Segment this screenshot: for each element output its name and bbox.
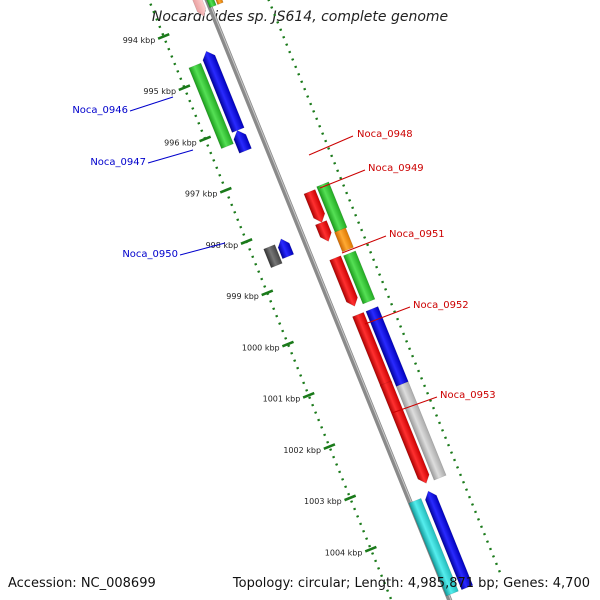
gene-label-leader — [129, 96, 174, 112]
gene-label-noca-0949[interactable]: Noca_0949 — [368, 163, 424, 174]
gene-label-leader — [179, 242, 226, 256]
major-tick — [240, 238, 253, 245]
major-tick — [302, 391, 315, 399]
major-tick — [219, 186, 232, 194]
cds-arrow-bottom[interactable] — [408, 497, 459, 597]
gene-labels: Noca_0946 Noca_0947 Noca_0948 Noca_0949 Noca… — [72, 96, 496, 414]
right-ring-guide — [252, 0, 502, 575]
accession-text: Accession: NC_008699 — [8, 576, 156, 591]
gene-arrow-noca0951[interactable] — [329, 255, 361, 309]
gene-arrow-noca0953[interactable] — [379, 380, 432, 486]
genome-summary: Topology: circular; Length: 4,985,871 bp… — [232, 576, 590, 591]
gene-label-leader — [341, 235, 387, 254]
cds-arrow-noca0951[interactable] — [343, 250, 376, 305]
gene-arrow-noca0949[interactable] — [314, 220, 334, 244]
gene-arrow-partial[interactable] — [186, 0, 208, 18]
cds-arrow-partial[interactable] — [198, 0, 217, 9]
tick-label: 996 kbp — [164, 138, 197, 147]
tick-label: 1004 kbp — [325, 549, 363, 558]
tick-label: 994 kbp — [123, 36, 156, 45]
gene-arrows — [186, 0, 474, 597]
tick-label: 1001 kbp — [263, 395, 301, 404]
major-tick — [344, 494, 357, 502]
major-tick — [178, 84, 191, 92]
major-tick — [364, 545, 377, 553]
gene-label-noca-0950[interactable]: Noca_0950 — [122, 249, 178, 260]
major-tick — [199, 135, 212, 143]
ticks-frame: 994 kbp 995 kbp 996 kbp 997 kbp 998 kbp 999 k… — [123, 32, 377, 558]
major-tick — [261, 289, 274, 297]
gene-arrow-bottom[interactable] — [423, 489, 474, 591]
gene-arrow-noca0950b[interactable] — [263, 244, 283, 269]
ruler-ticks: 994 kbp 995 kbp 996 kbp 997 kbp 998 kbp 999 k… — [123, 32, 377, 558]
major-tick — [157, 32, 170, 40]
cds-arrow-noca0953[interactable] — [395, 381, 447, 481]
tick-label: 1003 kbp — [304, 497, 342, 506]
major-tick — [281, 340, 295, 348]
gene-label-leader — [319, 169, 366, 189]
cds-arrow-noca0949[interactable] — [334, 227, 354, 253]
gene-label-noca-0946[interactable]: Noca_0946 — [72, 105, 128, 116]
left-ring-guide — [149, 3, 399, 600]
gene-label-noca-0952[interactable]: Noca_0952 — [413, 300, 469, 311]
cds-arrow-noca0946[interactable] — [188, 62, 234, 150]
tick-label: 995 kbp — [143, 87, 176, 96]
map-title: Nocardioides sp. JS614, complete genome — [151, 9, 449, 25]
gene-arrow-noca0947[interactable] — [231, 128, 252, 154]
gene-label-noca-0951[interactable]: Noca_0951 — [389, 229, 445, 240]
gene-arrow-noca0946[interactable] — [200, 49, 245, 133]
gene-label-leader — [364, 306, 411, 325]
gene-label-noca-0948[interactable]: Noca_0948 — [357, 129, 413, 140]
gene-label-noca-0953[interactable]: Noca_0953 — [440, 390, 496, 401]
gene-arrow-noca0948[interactable] — [303, 189, 327, 225]
tick-label: 1000 kbp — [242, 343, 280, 352]
tick-label: 999 kbp — [226, 292, 259, 301]
gene-arrow-noca0950[interactable] — [275, 237, 295, 260]
gene-label-noca-0947[interactable]: Noca_0947 — [90, 157, 146, 168]
gene-label-leader — [308, 135, 354, 156]
cds-arrow-partial[interactable] — [206, 0, 224, 5]
tick-label: 997 kbp — [185, 190, 218, 199]
major-tick — [323, 443, 336, 451]
tick-label: 998 kbp — [206, 241, 239, 250]
genes-frame — [186, 0, 474, 597]
cds-arrow-noca0948[interactable] — [316, 181, 348, 233]
gene-label-leader — [147, 149, 194, 164]
gene-label-leader — [391, 396, 438, 414]
tick-label: 1002 kbp — [283, 446, 321, 455]
